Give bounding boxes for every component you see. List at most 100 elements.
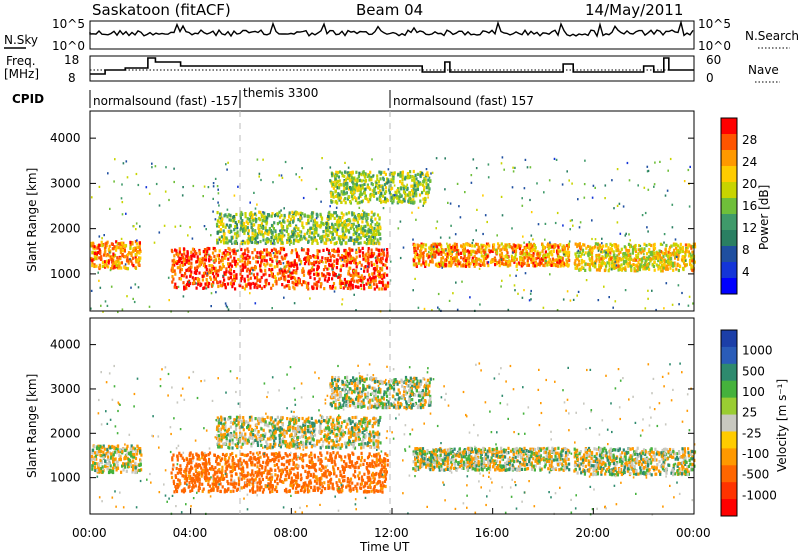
power-cells-cell [371, 249, 373, 252]
power-cells-cell [425, 249, 427, 252]
power-cells-cell [482, 262, 484, 265]
power-cells-cell [288, 286, 290, 289]
power-cells-cell [365, 265, 367, 268]
power-cells-cell [326, 222, 328, 225]
power-cells-cell [667, 255, 669, 258]
power-cells-cell [261, 226, 263, 229]
power-cells-cell [314, 228, 316, 231]
vel-cells-cell [270, 459, 272, 462]
power-cells-cell [214, 249, 216, 252]
power-cells-noise [578, 291, 580, 293]
power-cells-cell [648, 243, 650, 246]
power-cells-noise [332, 269, 334, 271]
power-cells-noise [685, 260, 687, 262]
power-cells-cell [463, 245, 465, 248]
power-cells-cell [112, 253, 114, 256]
power-cells-cell [230, 240, 232, 243]
power-cells-cell [361, 264, 363, 267]
power-cells-noise [608, 296, 610, 298]
nsky-left-tick-bottom: 10^0 [52, 39, 85, 53]
power-cells-cell [343, 213, 345, 216]
power-cells-cell [648, 268, 650, 271]
power-cells-cell [320, 236, 322, 239]
power-cells-cell [679, 246, 681, 249]
power-cells-cell [492, 248, 494, 251]
power-cells-cell [247, 217, 249, 220]
power-cells-cell [322, 249, 324, 252]
power-cells-cell [132, 264, 134, 267]
power-cells-noise [569, 240, 571, 242]
power-cells-cell [183, 247, 185, 250]
vel-cells-cell [300, 473, 302, 476]
power-cells-noise [432, 256, 434, 258]
power-cells-cell [271, 224, 273, 227]
power-cells-noise [617, 205, 619, 207]
power-cells-cell [350, 274, 352, 277]
power-cells-cell [258, 229, 260, 232]
power-cells-cell [298, 212, 300, 215]
power-cells-cell [312, 287, 314, 290]
power-cells-cell [454, 243, 456, 246]
power-cells-cell [344, 278, 346, 281]
power-cells-cell [233, 250, 235, 253]
power-cells-cell [556, 258, 558, 261]
power-cells-cell [534, 264, 536, 267]
power-cells-noise [99, 186, 101, 188]
power-cells-cell [361, 193, 363, 196]
power-cells-noise [213, 185, 215, 187]
power-cells-noise [121, 197, 123, 199]
power-cells-cell [247, 226, 249, 229]
power-cells-noise [426, 168, 428, 170]
power-cells-cell [411, 175, 413, 178]
power-cells-cell [201, 261, 203, 264]
power-cells-noise [659, 161, 661, 163]
power-cells-noise [645, 307, 647, 309]
power-cells-cell [317, 252, 319, 255]
power-cells-noise [531, 211, 533, 213]
power-cells-noise [479, 268, 481, 270]
power-cells-cell [309, 276, 311, 279]
power-cells-cell [629, 262, 631, 265]
power-cells-cell [360, 241, 362, 244]
power-cells-cell [329, 179, 331, 182]
power-cells-cell [603, 257, 605, 260]
power-cells-cell [268, 268, 270, 271]
power-cells-cell [258, 224, 260, 227]
power-cells-noise [644, 187, 646, 189]
power-cells-noise [159, 231, 161, 233]
power-cells-cell [514, 256, 516, 259]
power-cells-cell [311, 211, 313, 214]
power-cells-cell [335, 195, 337, 198]
power-cells-cell [317, 273, 319, 276]
power-cells-noise [414, 278, 416, 280]
power-cells-noise [215, 291, 217, 293]
power-cells-cell [431, 257, 433, 260]
power-cells-cell [297, 240, 299, 243]
power-cells-cell [208, 271, 210, 274]
power-cells-cell [334, 250, 336, 253]
power-cells-noise [629, 179, 631, 181]
power-cells-noise [98, 280, 100, 282]
power-cells-cell [379, 237, 381, 240]
power-cells-cell [257, 284, 259, 287]
power-cells-cell [315, 231, 317, 234]
power-cells-cell [367, 282, 369, 285]
power-cells-cell [385, 200, 387, 203]
power-cells-cell [235, 213, 237, 216]
power-cells-cell [369, 171, 371, 174]
power-cells-noise [551, 250, 553, 252]
power-cells-cell [332, 238, 334, 241]
vel-cells-cell [172, 464, 174, 467]
power-cells-noise [107, 172, 109, 174]
power-cells-noise [613, 207, 615, 209]
vel-cells-cell [174, 485, 176, 488]
power-cells-cell [332, 214, 334, 217]
cpid-label: CPID [12, 92, 44, 106]
power-cells-cell [358, 224, 360, 227]
power-cells-noise [126, 295, 128, 297]
power-cells-cell [648, 255, 650, 258]
power-cells-noise [562, 183, 564, 185]
power-cells-cell [304, 257, 306, 260]
power-cells-noise [522, 297, 524, 299]
power-cells-cell [355, 171, 357, 174]
